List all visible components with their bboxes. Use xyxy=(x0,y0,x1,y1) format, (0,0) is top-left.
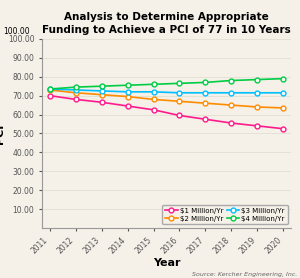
$2 Million/Yr xyxy=(230,103,233,107)
$4 Million/Yr xyxy=(126,84,129,87)
$1 Million/Yr xyxy=(126,104,129,108)
$3 Million/Yr xyxy=(281,91,285,95)
$1 Million/Yr xyxy=(48,94,52,97)
$3 Million/Yr xyxy=(152,90,155,93)
Y-axis label: PCI: PCI xyxy=(0,123,5,143)
Line: $4 Million/Yr: $4 Million/Yr xyxy=(47,76,286,91)
$3 Million/Yr xyxy=(204,91,207,95)
$3 Million/Yr xyxy=(256,91,259,95)
$4 Million/Yr xyxy=(100,85,103,88)
$1 Million/Yr xyxy=(256,124,259,128)
$4 Million/Yr xyxy=(48,87,52,91)
Text: Source: Kercher Engineering, Inc.: Source: Kercher Engineering, Inc. xyxy=(192,272,297,277)
$4 Million/Yr xyxy=(152,83,155,86)
$1 Million/Yr xyxy=(178,114,181,117)
$2 Million/Yr xyxy=(48,88,52,92)
$1 Million/Yr xyxy=(281,127,285,130)
$1 Million/Yr xyxy=(74,98,77,101)
$4 Million/Yr xyxy=(204,81,207,84)
$3 Million/Yr xyxy=(48,87,52,91)
$2 Million/Yr xyxy=(281,106,285,110)
Line: $1 Million/Yr: $1 Million/Yr xyxy=(47,93,286,131)
$2 Million/Yr xyxy=(152,98,155,101)
$2 Million/Yr xyxy=(100,93,103,96)
$3 Million/Yr xyxy=(178,91,181,95)
$2 Million/Yr xyxy=(178,100,181,103)
X-axis label: Year: Year xyxy=(153,258,180,268)
$1 Million/Yr xyxy=(152,108,155,111)
Text: 100.00: 100.00 xyxy=(3,27,30,36)
$3 Million/Yr xyxy=(100,89,103,93)
$2 Million/Yr xyxy=(256,105,259,109)
$1 Million/Yr xyxy=(230,121,233,125)
$2 Million/Yr xyxy=(74,91,77,95)
$4 Million/Yr xyxy=(281,77,285,80)
Title: Analysis to Determine Appropriate
Funding to Achieve a PCI of 77 in 10 Years: Analysis to Determine Appropriate Fundin… xyxy=(42,12,291,35)
$3 Million/Yr xyxy=(74,88,77,92)
$4 Million/Yr xyxy=(256,78,259,81)
Line: $2 Million/Yr: $2 Million/Yr xyxy=(47,88,286,110)
$3 Million/Yr xyxy=(126,90,129,93)
$4 Million/Yr xyxy=(230,79,233,82)
$1 Million/Yr xyxy=(100,101,103,104)
$2 Million/Yr xyxy=(126,95,129,98)
$4 Million/Yr xyxy=(74,85,77,89)
Legend: $1 Million/Yr, $2 Million/Yr, $3 Million/Yr, $4 Million/Yr: $1 Million/Yr, $2 Million/Yr, $3 Million… xyxy=(162,205,287,225)
$3 Million/Yr xyxy=(230,91,233,95)
$1 Million/Yr xyxy=(204,118,207,121)
Line: $3 Million/Yr: $3 Million/Yr xyxy=(47,86,286,95)
$4 Million/Yr xyxy=(178,82,181,85)
$2 Million/Yr xyxy=(204,101,207,105)
